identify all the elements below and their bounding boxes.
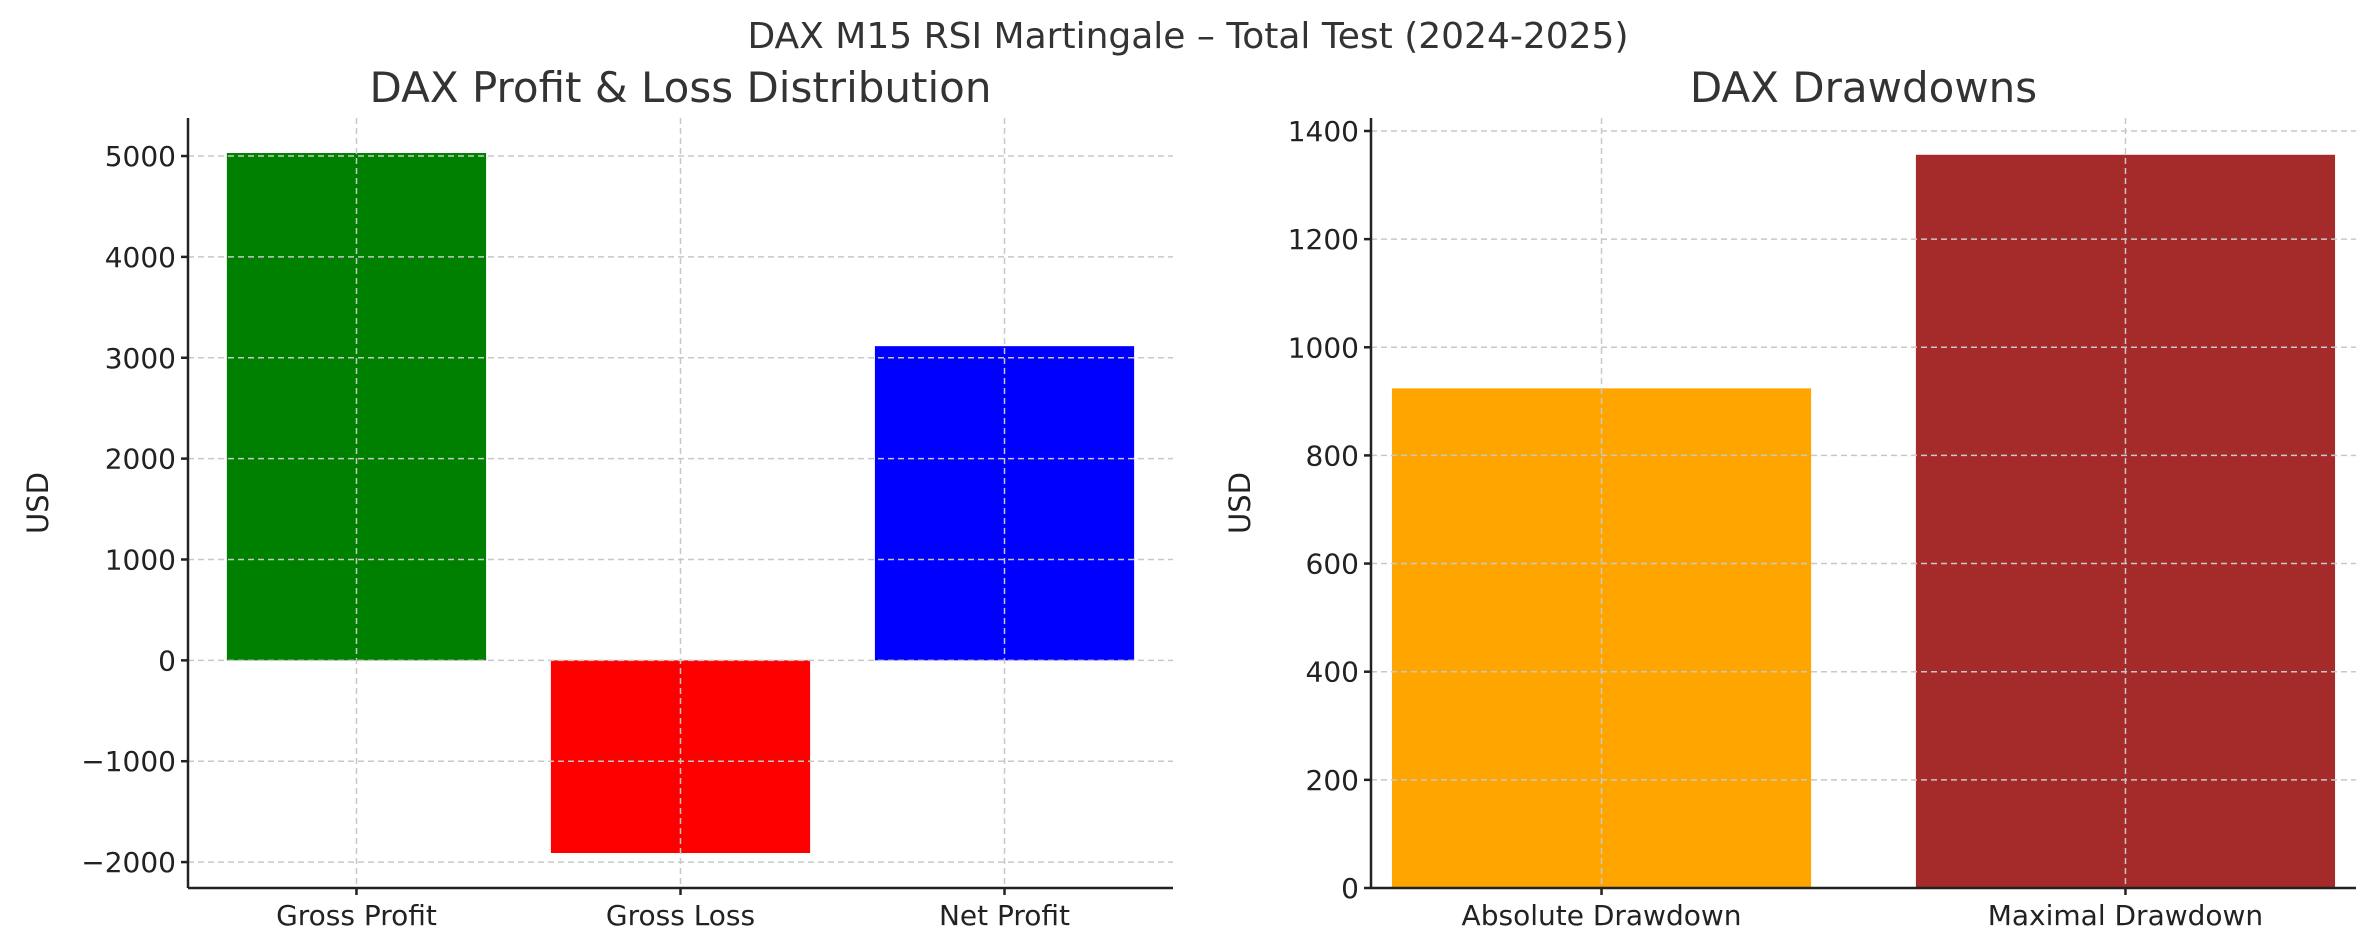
y-tick-label: 600 (1306, 548, 1359, 581)
y-tick-label: 3000 (105, 342, 176, 375)
y-axis-label: USD (1223, 472, 1257, 534)
bar-gross-profit (226, 153, 487, 661)
y-tick-label: −2000 (81, 846, 176, 879)
x-tick-label: Absolute Drawdown (1462, 899, 1742, 932)
chart-title: DAX Drawdowns (1690, 63, 2037, 112)
y-axis-label: USD (21, 472, 55, 534)
y-tick-label: 1200 (1288, 223, 1359, 256)
pnl-chart: −2000 −1000 0 1000 2000 3000 4000 5000 Gross Pro… (21, 63, 1173, 932)
y-tick-label: 200 (1306, 764, 1359, 797)
y-tick-label: 1000 (1288, 331, 1359, 364)
x-tick-label: Gross Loss (606, 899, 755, 932)
x-tick-label: Net Profit (939, 899, 1070, 932)
y-tick-label: 1400 (1288, 115, 1359, 148)
y-tick-label: 1000 (105, 543, 176, 576)
drawdown-chart: 0 200 400 600 800 1000 1200 1400 Absolute Drawdo… (1223, 63, 2356, 932)
y-tick-label: 0 (1341, 872, 1359, 905)
figure-suptitle: DAX M15 RSI Martingale – Total Test (202… (747, 16, 1628, 57)
y-tick-label: 4000 (105, 241, 176, 274)
y-tick-label: 0 (158, 644, 176, 677)
y-tick-label: −1000 (81, 745, 176, 778)
y-tick-label: 400 (1306, 656, 1359, 689)
y-tick-label: 5000 (105, 140, 176, 173)
chart-title: DAX Profit & Loss Distribution (370, 63, 992, 112)
x-tick-label: Maximal Drawdown (1988, 899, 2263, 932)
y-tick-label: 800 (1306, 439, 1359, 472)
y-tick-label: 2000 (105, 443, 176, 476)
x-tick-label: Gross Profit (276, 899, 437, 932)
